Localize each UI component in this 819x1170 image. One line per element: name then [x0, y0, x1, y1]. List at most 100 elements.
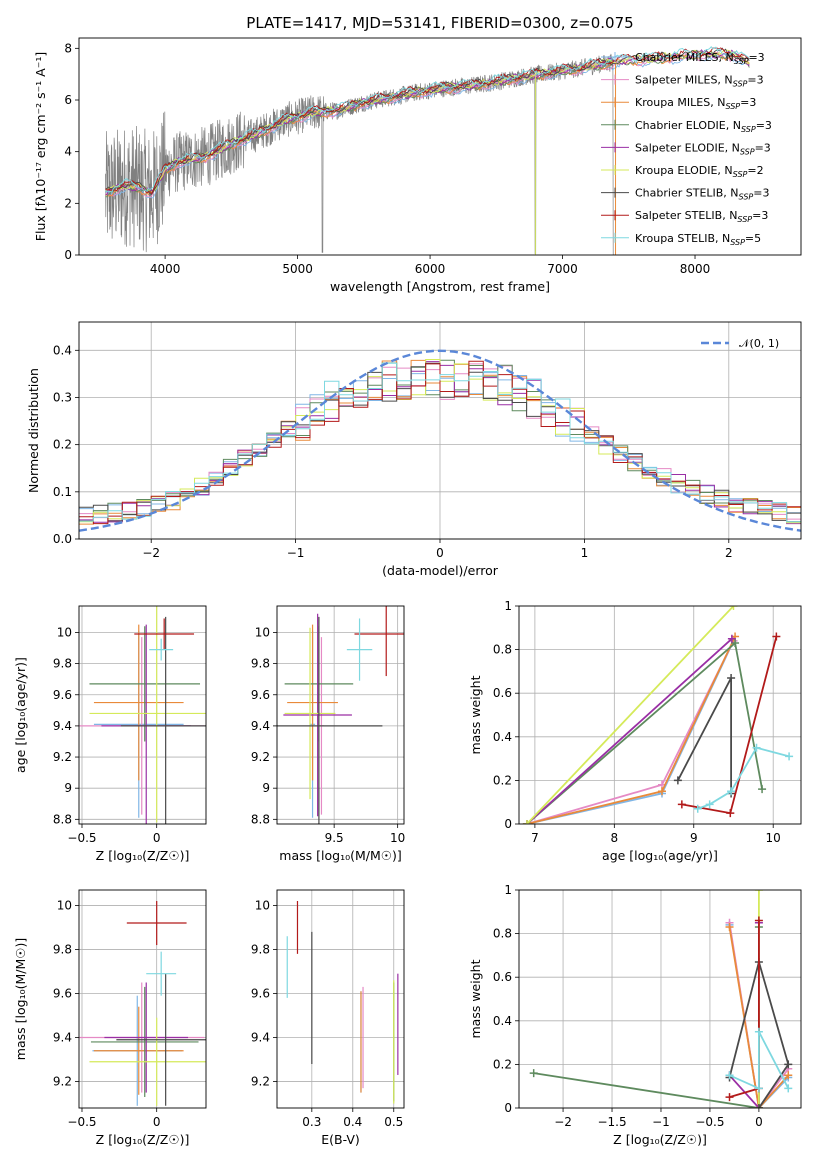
- data-marker: [772, 632, 781, 641]
- mass-vs-EBV-xlabel: E(B-V): [321, 1132, 360, 1147]
- massweight-vs-Z-ytick-label: 0.4: [493, 1014, 512, 1028]
- data-marker: [725, 1071, 734, 1080]
- mass-vs-EBV-xtick-label: 0.5: [384, 1115, 403, 1129]
- series-line: [526, 638, 733, 824]
- spectrum-ytick-label: 2: [64, 196, 72, 210]
- age-vs-mass-xlabel: mass [log₁₀(M/M☉)]: [279, 848, 401, 863]
- spectrum-ytick-label: 8: [64, 41, 72, 55]
- age-vs-mass-plot-area: [277, 606, 404, 824]
- mass-vs-EBV-ytick-label: 9.8: [251, 942, 270, 956]
- massweight-vs-Z-frame: [518, 889, 802, 1109]
- spectrum-frame: [78, 37, 802, 256]
- age-vs-Z-ytick-label: 9.2: [53, 750, 72, 764]
- data-marker: [657, 787, 666, 796]
- legend-label: Salpeter ELODIE, NSSP=3: [635, 141, 771, 156]
- data-marker: [754, 1027, 763, 1036]
- residuals-xtick-label: 0: [436, 546, 444, 560]
- series-line: [728, 958, 790, 1108]
- mass-vs-EBV-ytick-label: 9.6: [251, 986, 270, 1000]
- spectrum-xtick-label: 7000: [547, 262, 578, 276]
- massweight-vs-age-ytick-label: 0.2: [493, 773, 512, 787]
- data-marker: [758, 785, 767, 794]
- legend-label: Chabrier STELIB, NSSP=3: [635, 187, 769, 202]
- massweight-vs-Z-ytick-label: 1: [504, 883, 512, 897]
- legend-label: Chabrier MILES, NSSP=3: [635, 51, 765, 66]
- residuals-ytick-label: 0.0: [53, 532, 72, 546]
- residuals-xtick-label: −1: [287, 546, 305, 560]
- data-marker: [752, 743, 761, 752]
- spectrum-ytick-label: 6: [64, 93, 72, 107]
- data-marker: [529, 1069, 538, 1078]
- age-vs-mass-axes: [273, 606, 404, 828]
- mass-vs-EBV-ytick-label: 10: [255, 898, 270, 912]
- residuals-ytick-label: 0.2: [53, 438, 72, 452]
- massweight-vs-age-ytick-label: 0.6: [493, 686, 512, 700]
- data-marker: [677, 800, 686, 809]
- data-marker: [705, 800, 714, 809]
- data-marker: [673, 776, 682, 785]
- data-marker: [731, 639, 740, 648]
- mass-vs-Z-frame: [78, 889, 207, 1109]
- massweight-vs-Z-xtick-label: −1.5: [597, 1115, 626, 1129]
- age-vs-mass-xtick-label: 10: [390, 831, 405, 845]
- massweight-vs-age-ytick-label: 0.4: [493, 730, 512, 744]
- legend-label: Kroupa ELODIE, NSSP=2: [635, 164, 764, 179]
- series-line: [526, 606, 735, 824]
- data-marker: [725, 1093, 734, 1102]
- massweight-vs-age-ylabel: mass weight: [468, 675, 483, 754]
- spectrum-xtick-label: 8000: [680, 262, 711, 276]
- series-line: [728, 926, 789, 1108]
- spectrum-xtick-label: 5000: [282, 262, 313, 276]
- age-vs-Z-xlabel: Z [log₁₀(Z/Z☉)]: [96, 848, 190, 863]
- age-vs-Z-ytick-label: 9.4: [53, 719, 72, 733]
- age-vs-Z-frame: [78, 605, 207, 825]
- spectrum-xlabel: wavelength [Angstrom, rest frame]: [330, 279, 550, 294]
- spectrum-xtick-label: 6000: [415, 262, 446, 276]
- massweight-vs-Z-ytick-label: 0.6: [493, 970, 512, 984]
- mass-vs-EBV-xtick-label: 0.3: [302, 1115, 321, 1129]
- histogram-kroupa-stelib: [79, 362, 801, 523]
- residuals-frame: [78, 321, 802, 540]
- residuals-xtick-label: −2: [142, 546, 160, 560]
- age-vs-Z-ytick-label: 9: [64, 781, 72, 795]
- spectrum-plot-area: [105, 45, 750, 255]
- age-vs-Z-xtick-label: 0: [153, 831, 161, 845]
- spectrum-axes: [75, 47, 696, 259]
- data-marker: [727, 634, 736, 643]
- residuals-xtick-label: 2: [725, 546, 733, 560]
- model-line-chabrier-miles: [105, 53, 750, 199]
- model-line-salpeter-stelib: [105, 47, 750, 195]
- mass-vs-EBV-ytick-label: 9.2: [251, 1075, 270, 1089]
- legend-label: Chabrier ELODIE, NSSP=3: [635, 119, 772, 134]
- age-vs-mass-ytick-label: 8.8: [251, 812, 270, 826]
- legend-label: Kroupa STELIB, NSSP=5: [635, 232, 761, 247]
- data-marker: [727, 787, 736, 796]
- age-vs-Z-xtick-label: −0.5: [67, 831, 96, 845]
- massweight-vs-Z-ytick-label: 0.2: [493, 1057, 512, 1071]
- mass-vs-Z-ytick-label: 9.8: [53, 942, 72, 956]
- age-vs-Z-ytick-label: 9.8: [53, 657, 72, 671]
- data-marker: [784, 1071, 793, 1080]
- legend-label: Salpeter MILES, NSSP=3: [635, 74, 764, 89]
- mass-vs-EBV-ytick-label: 9.4: [251, 1031, 270, 1045]
- massweight-vs-Z-xtick-label: 0: [755, 1115, 763, 1129]
- massweight-vs-age-frame: [518, 605, 802, 825]
- data-marker: [785, 752, 794, 761]
- mass-vs-Z-ytick-label: 9.2: [53, 1075, 72, 1089]
- massweight-vs-Z-ytick-label: 0.8: [493, 927, 512, 941]
- age-vs-mass-ytick-label: 9: [262, 781, 270, 795]
- legend-label: 𝒩(0, 1): [739, 337, 779, 350]
- age-vs-mass-ytick-label: 9.4: [251, 719, 270, 733]
- data-marker: [725, 923, 734, 932]
- age-vs-mass-ytick-label: 10: [255, 625, 270, 639]
- massweight-vs-Z-xtick-label: −1: [652, 1115, 670, 1129]
- residuals-ylabel: Normed distribution: [26, 368, 41, 493]
- massweight-vs-Z-plot-area: [529, 890, 793, 1108]
- residuals-ytick-label: 0.3: [53, 390, 72, 404]
- residuals-plot-area: [79, 349, 801, 532]
- spectrum-ylabel: Flux [fλ10⁻¹⁷ erg cm⁻² s⁻¹ A⁻¹]: [33, 52, 48, 241]
- model-line-kroupa-stelib: [105, 45, 750, 193]
- residuals-ytick-label: 0.1: [53, 485, 72, 499]
- legend-label: Kroupa MILES, NSSP=3: [635, 96, 756, 111]
- data-marker: [754, 1104, 763, 1108]
